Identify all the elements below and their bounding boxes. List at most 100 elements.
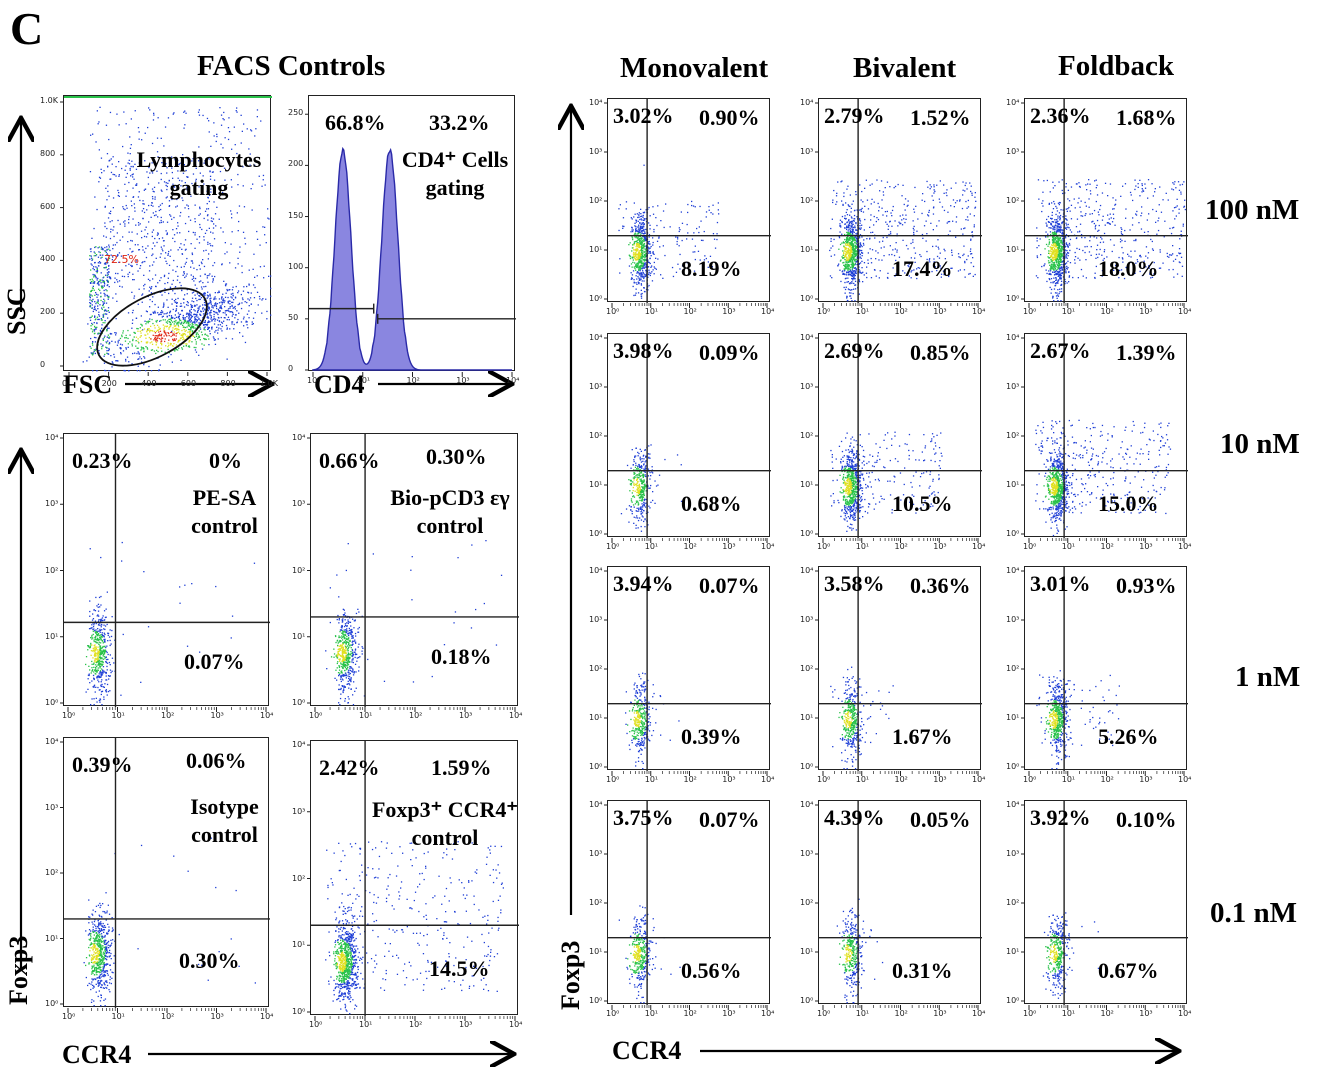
data-point bbox=[345, 655, 347, 657]
data-point bbox=[221, 298, 223, 300]
data-point bbox=[100, 676, 102, 678]
data-point bbox=[341, 678, 343, 680]
data-point bbox=[195, 341, 197, 343]
data-point bbox=[337, 614, 339, 617]
data-point bbox=[354, 955, 356, 957]
data-point bbox=[165, 332, 167, 334]
data-point bbox=[99, 660, 101, 663]
data-point bbox=[116, 113, 118, 115]
data-point bbox=[155, 214, 157, 216]
data-point bbox=[334, 944, 337, 946]
data-point bbox=[188, 317, 190, 319]
data-point bbox=[198, 236, 201, 238]
data-point bbox=[98, 284, 100, 286]
data-point bbox=[497, 864, 499, 866]
data-point bbox=[340, 957, 342, 959]
data-point bbox=[206, 334, 208, 336]
data-point bbox=[362, 956, 364, 958]
data-point bbox=[200, 280, 202, 282]
data-point bbox=[251, 209, 253, 211]
data-point bbox=[104, 652, 106, 654]
data-point bbox=[98, 928, 101, 930]
data-point bbox=[156, 241, 158, 244]
data-point bbox=[98, 946, 100, 948]
data-point bbox=[95, 277, 97, 279]
data-point bbox=[169, 255, 171, 257]
data-point bbox=[354, 653, 357, 656]
data-point bbox=[198, 335, 200, 337]
data-point bbox=[372, 868, 374, 870]
data-point bbox=[170, 197, 173, 199]
data-point bbox=[333, 852, 335, 854]
data-point bbox=[474, 871, 476, 873]
data-point bbox=[146, 311, 148, 313]
data-point bbox=[92, 370, 94, 372]
data-point bbox=[139, 370, 141, 372]
data-point bbox=[112, 156, 114, 158]
data-point bbox=[159, 279, 161, 282]
data-point bbox=[223, 301, 225, 304]
data-point bbox=[104, 283, 106, 285]
data-point bbox=[159, 291, 161, 293]
data-point bbox=[178, 316, 180, 318]
data-point bbox=[343, 686, 345, 688]
data-point bbox=[461, 989, 463, 992]
data-point bbox=[151, 349, 154, 351]
data-point bbox=[240, 142, 242, 144]
data-point bbox=[101, 928, 103, 931]
data-point bbox=[470, 627, 473, 629]
data-point bbox=[195, 318, 197, 321]
data-point bbox=[183, 322, 185, 324]
data-point bbox=[354, 620, 356, 622]
data-point bbox=[261, 312, 263, 314]
data-point bbox=[113, 955, 115, 957]
data-point bbox=[102, 634, 104, 637]
data-point bbox=[352, 636, 354, 638]
data-point bbox=[195, 332, 198, 334]
data-point bbox=[326, 668, 328, 670]
data-point bbox=[239, 246, 241, 248]
data-point bbox=[149, 342, 151, 344]
data-point bbox=[152, 229, 155, 231]
data-point bbox=[210, 301, 212, 303]
data-point bbox=[206, 203, 208, 205]
data-point bbox=[127, 162, 129, 164]
data-point bbox=[94, 956, 96, 958]
data-point bbox=[184, 333, 186, 335]
data-point bbox=[131, 160, 133, 162]
data-point bbox=[342, 939, 344, 941]
data-point bbox=[203, 236, 205, 238]
data-point bbox=[482, 965, 484, 968]
ccr4-right-axis-label: CCR4 bbox=[612, 1036, 682, 1065]
data-point bbox=[99, 971, 101, 973]
data-point bbox=[161, 202, 163, 205]
data-point bbox=[179, 305, 181, 307]
data-point bbox=[184, 249, 187, 251]
data-point bbox=[143, 288, 145, 290]
data-point bbox=[155, 330, 158, 332]
data-point bbox=[339, 961, 342, 964]
data-point bbox=[358, 666, 360, 668]
data-point bbox=[106, 276, 109, 278]
data-point bbox=[461, 882, 463, 884]
header-bivalent: Bivalent bbox=[853, 52, 957, 84]
data-point bbox=[345, 656, 348, 658]
data-point bbox=[190, 243, 192, 245]
data-point bbox=[105, 955, 107, 958]
data-point bbox=[349, 971, 351, 973]
data-point bbox=[131, 312, 134, 314]
data-point bbox=[99, 655, 101, 657]
data-point bbox=[189, 340, 191, 342]
data-point bbox=[182, 339, 184, 341]
data-point bbox=[445, 960, 447, 962]
data-point bbox=[163, 304, 165, 306]
data-point bbox=[347, 659, 350, 661]
data-point bbox=[338, 979, 340, 981]
data-point bbox=[376, 963, 378, 965]
data-point bbox=[213, 313, 215, 316]
data-point bbox=[172, 237, 174, 239]
data-point bbox=[412, 979, 414, 981]
data-point bbox=[207, 316, 209, 318]
data-point bbox=[145, 334, 147, 336]
data-point bbox=[94, 924, 96, 926]
